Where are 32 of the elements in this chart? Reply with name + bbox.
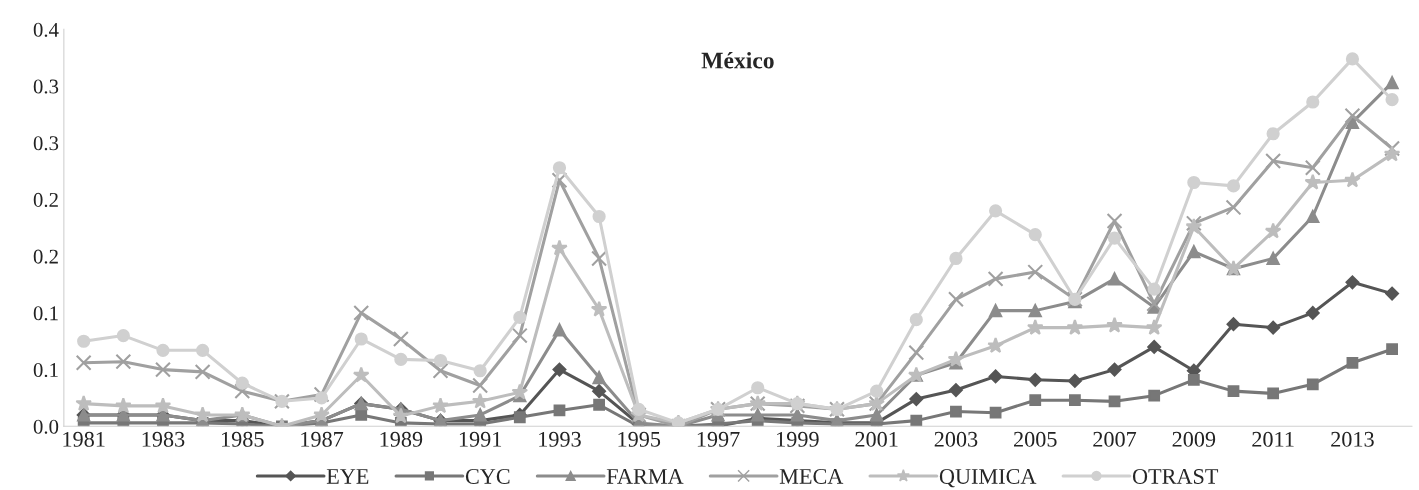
x-tick-label: 2007 — [1093, 431, 1137, 447]
x-tick-label: 1983 — [142, 431, 185, 447]
x-tick-label: 1997 — [697, 431, 740, 447]
x-tick-label: 2003 — [934, 431, 978, 447]
legend-label: OTRAST — [1132, 468, 1219, 484]
x-tick-label: 2001 — [855, 431, 898, 447]
x-tick-label: 1991 — [459, 431, 502, 447]
y-tick-label: 0.1 — [33, 362, 58, 378]
x-tick-label: 1987 — [301, 431, 344, 447]
legend-label: CYC — [465, 468, 510, 484]
x-tick-label: 1981 — [63, 431, 105, 447]
x-tick-label: 2009 — [1172, 431, 1216, 447]
x-tick-label: 1999 — [777, 431, 819, 447]
y-tick-label: 0.2 — [33, 192, 58, 208]
x-tick-label: 2005 — [1014, 431, 1057, 447]
x-tick-label: 1995 — [618, 431, 661, 447]
y-tick-label: 0.4 — [33, 22, 59, 37]
x-tick-label: 1989 — [380, 431, 423, 447]
text: México — [701, 51, 774, 69]
y-tick-label: 0.0 — [33, 419, 59, 434]
y-tick-label: 0.3 — [33, 79, 59, 94]
x-tick-label: 2013 — [1331, 431, 1374, 447]
x-tick-label: 1985 — [222, 431, 264, 447]
x-tick-label: 1993 — [539, 431, 581, 447]
legend-label: FARMA — [606, 469, 684, 484]
legend-label: QUIMICA — [939, 468, 1037, 488]
x-tick-label: 2011 — [1252, 431, 1294, 447]
legend-label: MECA — [779, 468, 844, 484]
legend-label: EYE — [326, 469, 369, 484]
y-tick-label: 0.1 — [33, 306, 58, 321]
y-tick-label: 0.2 — [33, 249, 58, 264]
y-tick-label: 0.3 — [33, 136, 59, 151]
